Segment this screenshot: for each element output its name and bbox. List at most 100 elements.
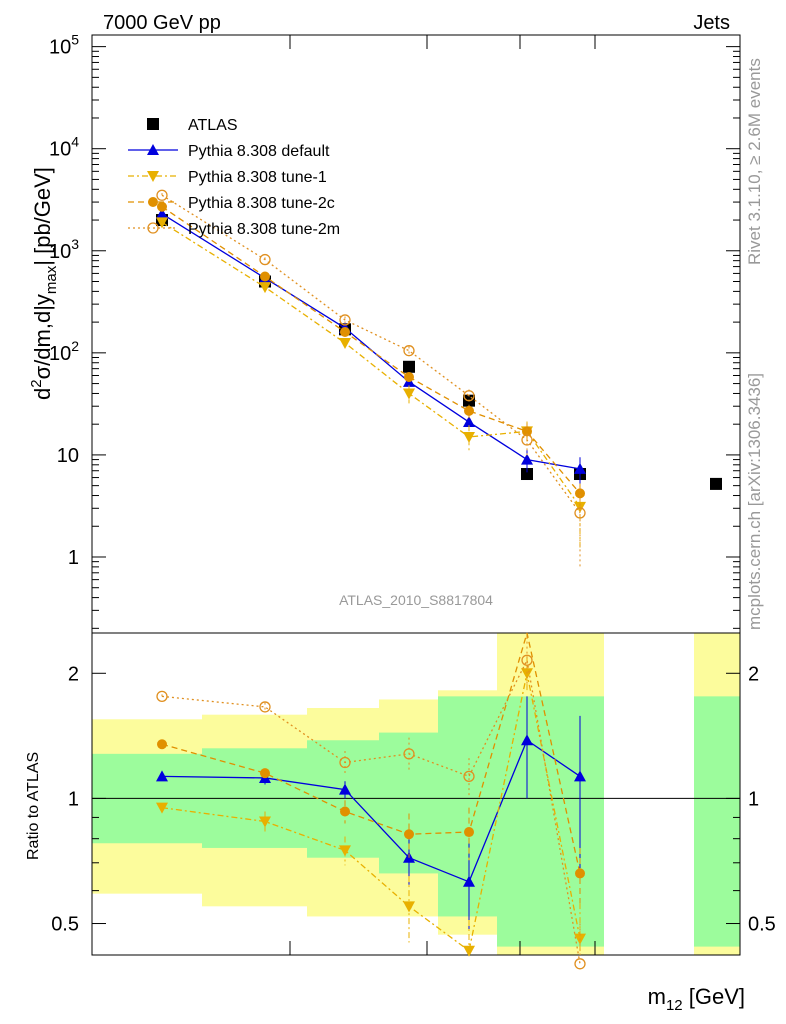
legend-marker xyxy=(147,171,159,182)
ratio-point xyxy=(521,654,533,666)
ratio-y-tick-label-left-3: 2 xyxy=(68,663,79,685)
tick-exponent: 4 xyxy=(71,134,79,150)
main-y-tick-label-1: 1 xyxy=(68,547,79,569)
main-point xyxy=(403,345,415,357)
ratio-point xyxy=(156,802,168,814)
legend-entry-1: ATLAS xyxy=(147,117,238,134)
main-series-line-4 xyxy=(161,206,581,494)
main-series-5 xyxy=(156,189,586,567)
ratio-point xyxy=(403,748,415,760)
main-point xyxy=(521,434,533,446)
y-label-d: d xyxy=(30,388,55,400)
ratio-point xyxy=(157,739,167,750)
y-label-tail: | [pb/GeV] xyxy=(30,167,55,266)
side-text-lower: mcplots.cern.ch [arXiv:1306.3436] xyxy=(745,373,764,630)
y-label-sub: max xyxy=(43,265,60,294)
main-point xyxy=(522,426,532,437)
main-point xyxy=(463,390,475,402)
legend-entry-4: Pythia 8.308 tune-2c xyxy=(128,195,335,212)
ratio-point xyxy=(259,816,271,828)
legend-entry-2: Pythia 8.308 default xyxy=(128,143,330,160)
tick-exponent: 3 xyxy=(71,236,79,252)
data-series xyxy=(156,189,722,970)
legend-marker xyxy=(147,118,159,130)
ratio-point xyxy=(156,690,168,703)
ratio-y-tick-label-right-3: 2 xyxy=(748,663,759,685)
main-point xyxy=(260,271,270,282)
ratio-point xyxy=(156,770,168,782)
main-point xyxy=(463,416,475,428)
tick-base: 10 xyxy=(49,343,71,365)
ratio-point xyxy=(463,875,475,887)
main-point xyxy=(464,405,474,416)
main-y-tick-label-5: 104 xyxy=(49,134,79,161)
x-axis-label: m12 [GeV] xyxy=(648,984,745,1014)
y-label-mid: σ/dm,d|y xyxy=(30,294,55,379)
ratio-point xyxy=(259,701,271,713)
legend-marker xyxy=(147,222,159,234)
main-series-2 xyxy=(156,207,586,485)
main-point xyxy=(156,207,168,219)
ratio-y-tick-label-left-2: 1 xyxy=(68,788,79,810)
main-y-tick-label-4: 103 xyxy=(49,236,79,263)
header-right: Jets xyxy=(693,12,730,34)
legend-label: Pythia 8.308 tune-2m xyxy=(188,221,340,238)
ratio-point xyxy=(464,827,474,838)
ratio-series-3 xyxy=(157,632,585,904)
ratio-point xyxy=(260,768,270,779)
main-y-tick-label-2: 10 xyxy=(57,445,79,467)
legend-label: Pythia 8.308 tune-1 xyxy=(188,169,327,186)
main-point xyxy=(403,360,415,373)
legend-label: Pythia 8.308 default xyxy=(188,143,330,160)
main-point xyxy=(521,468,533,481)
ratio-point xyxy=(340,806,350,817)
legend-entry-5: Pythia 8.308 tune-2m xyxy=(128,221,340,238)
main-y-tick-label-6: 105 xyxy=(49,32,79,59)
band-green-3 xyxy=(307,740,379,858)
y-axis-label: d2σ/dm,d|ymax| [pb/GeV] xyxy=(28,167,60,400)
main-point xyxy=(259,253,271,266)
main-point xyxy=(574,507,586,519)
main-point xyxy=(403,388,415,400)
band-green-6 xyxy=(497,696,604,947)
tick-base: 10 xyxy=(49,37,71,59)
ratio-point xyxy=(575,868,585,879)
tick-exponent: 2 xyxy=(71,338,79,354)
main-series-line-2 xyxy=(161,213,581,470)
ratio-point xyxy=(574,770,586,782)
legend-label: ATLAS xyxy=(188,117,238,134)
main-point xyxy=(339,337,351,349)
ratio-y-tick-label-right-2: 1 xyxy=(748,788,759,810)
ratio-point xyxy=(339,845,351,857)
x-label-sub: 12 xyxy=(666,997,683,1014)
main-point xyxy=(340,327,350,338)
tick-base: 10 xyxy=(49,139,71,161)
main-point xyxy=(156,189,168,201)
ratio-y-tick-label-right-1: 0.5 xyxy=(748,914,776,936)
main-series-line-3 xyxy=(161,221,581,508)
legend-marker xyxy=(148,197,158,207)
legend-entry-3: Pythia 8.308 tune-1 xyxy=(128,169,327,186)
ratio-y-label: Ratio to ATLAS xyxy=(25,752,42,860)
ratio-point xyxy=(403,901,415,913)
main-point xyxy=(574,462,586,474)
ratio-point xyxy=(404,829,414,840)
x-label-tail: [GeV] xyxy=(683,984,745,1009)
y-label-sup: 2 xyxy=(28,379,45,387)
x-label-base: m xyxy=(648,984,666,1009)
ratio-point xyxy=(463,945,475,957)
ratio-point xyxy=(521,734,533,746)
ratio-point xyxy=(339,783,351,795)
ratio-series-4 xyxy=(156,636,586,970)
main-series-1 xyxy=(156,214,722,490)
ratio-point xyxy=(521,668,533,680)
main-point xyxy=(404,371,414,382)
main-point xyxy=(710,477,722,490)
main-point xyxy=(259,282,271,294)
main-series-4 xyxy=(157,201,585,507)
main-point xyxy=(339,314,351,326)
ratio-point xyxy=(339,756,351,769)
ratio-y-tick-label-left-1: 0.5 xyxy=(51,914,79,936)
